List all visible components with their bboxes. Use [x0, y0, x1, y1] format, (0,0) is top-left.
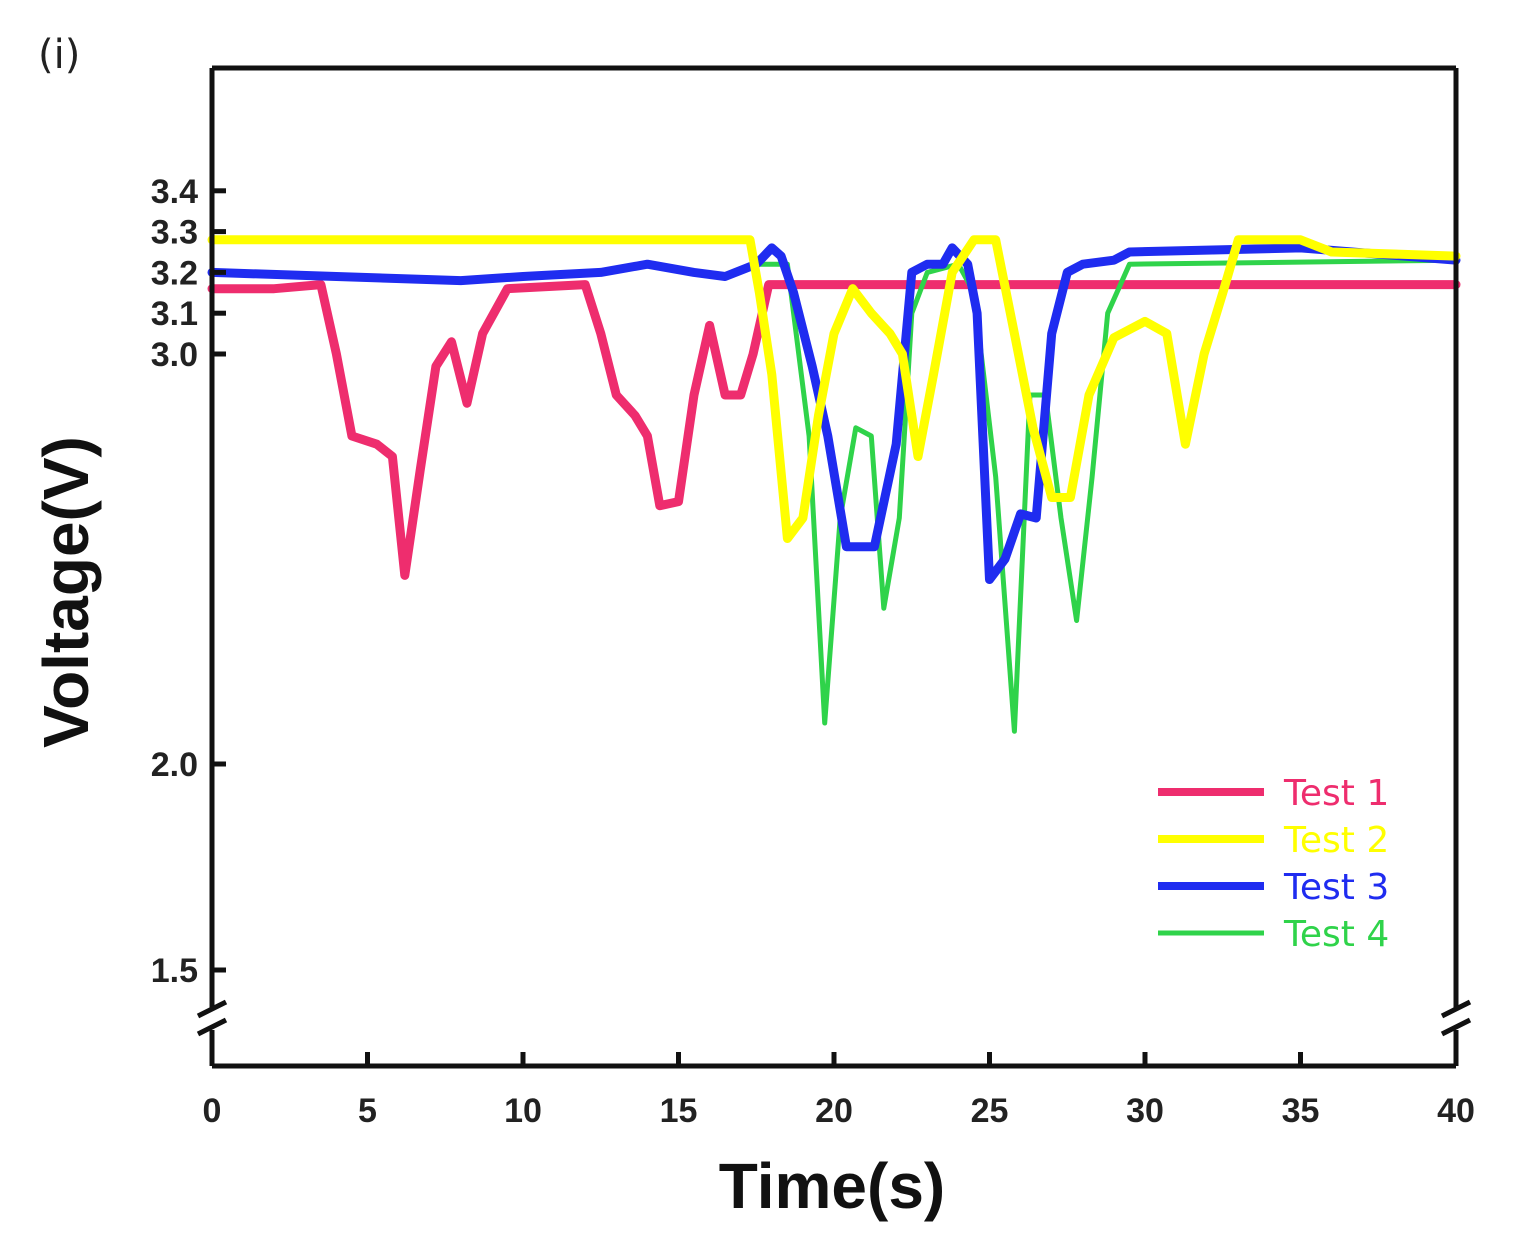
- x-tick-label: 40: [1437, 1092, 1475, 1130]
- y-tick-label: 3.0: [151, 336, 198, 374]
- y-tick-label: 3.1: [151, 295, 198, 333]
- x-tick-label: 30: [1126, 1092, 1164, 1130]
- legend-label: Test 3: [1283, 867, 1389, 908]
- legend: Test 1 Test 2 Test 3 Test 4: [1158, 773, 1389, 955]
- y-tick-label: 3.2: [151, 254, 198, 292]
- left-axis-break-mark: [196, 1017, 228, 1037]
- y-tick-label: 2.0: [151, 746, 198, 784]
- legend-label: Test 4: [1283, 914, 1389, 955]
- y-tick-label: 3.4: [151, 173, 198, 211]
- y-tick-label: 1.5: [151, 952, 198, 990]
- x-axis-title: Time(s): [719, 1150, 945, 1222]
- right-axis-break-mark: [1440, 1017, 1472, 1037]
- x-tick-label: 10: [504, 1092, 542, 1130]
- right-axis-break-mark: [1440, 999, 1472, 1019]
- x-tick-label: 25: [971, 1092, 1009, 1130]
- series-line-test-2: [207, 235, 1461, 543]
- x-tick-label: 5: [358, 1092, 377, 1130]
- axes-layer: 0 5 10 15 20 25 30 35 40 1.5 2.0 3.03.13.23.33.4: [151, 65, 1475, 1130]
- series-line-test-1: [207, 280, 1461, 580]
- left-axis-break-mark: [196, 999, 228, 1019]
- y-tick-label: 3.3: [151, 214, 198, 252]
- legend-label: Test 1: [1283, 773, 1389, 814]
- x-tick-label: 35: [1282, 1092, 1320, 1130]
- y-axis-title: Voltage(V): [30, 436, 102, 748]
- x-tick-label: 20: [815, 1092, 853, 1130]
- panel-label: (i): [38, 32, 80, 78]
- x-tick-label: 15: [660, 1092, 698, 1130]
- x-tick-label: 0: [203, 1092, 222, 1130]
- series-layer: [207, 235, 1461, 734]
- legend-label: Test 2: [1283, 820, 1389, 861]
